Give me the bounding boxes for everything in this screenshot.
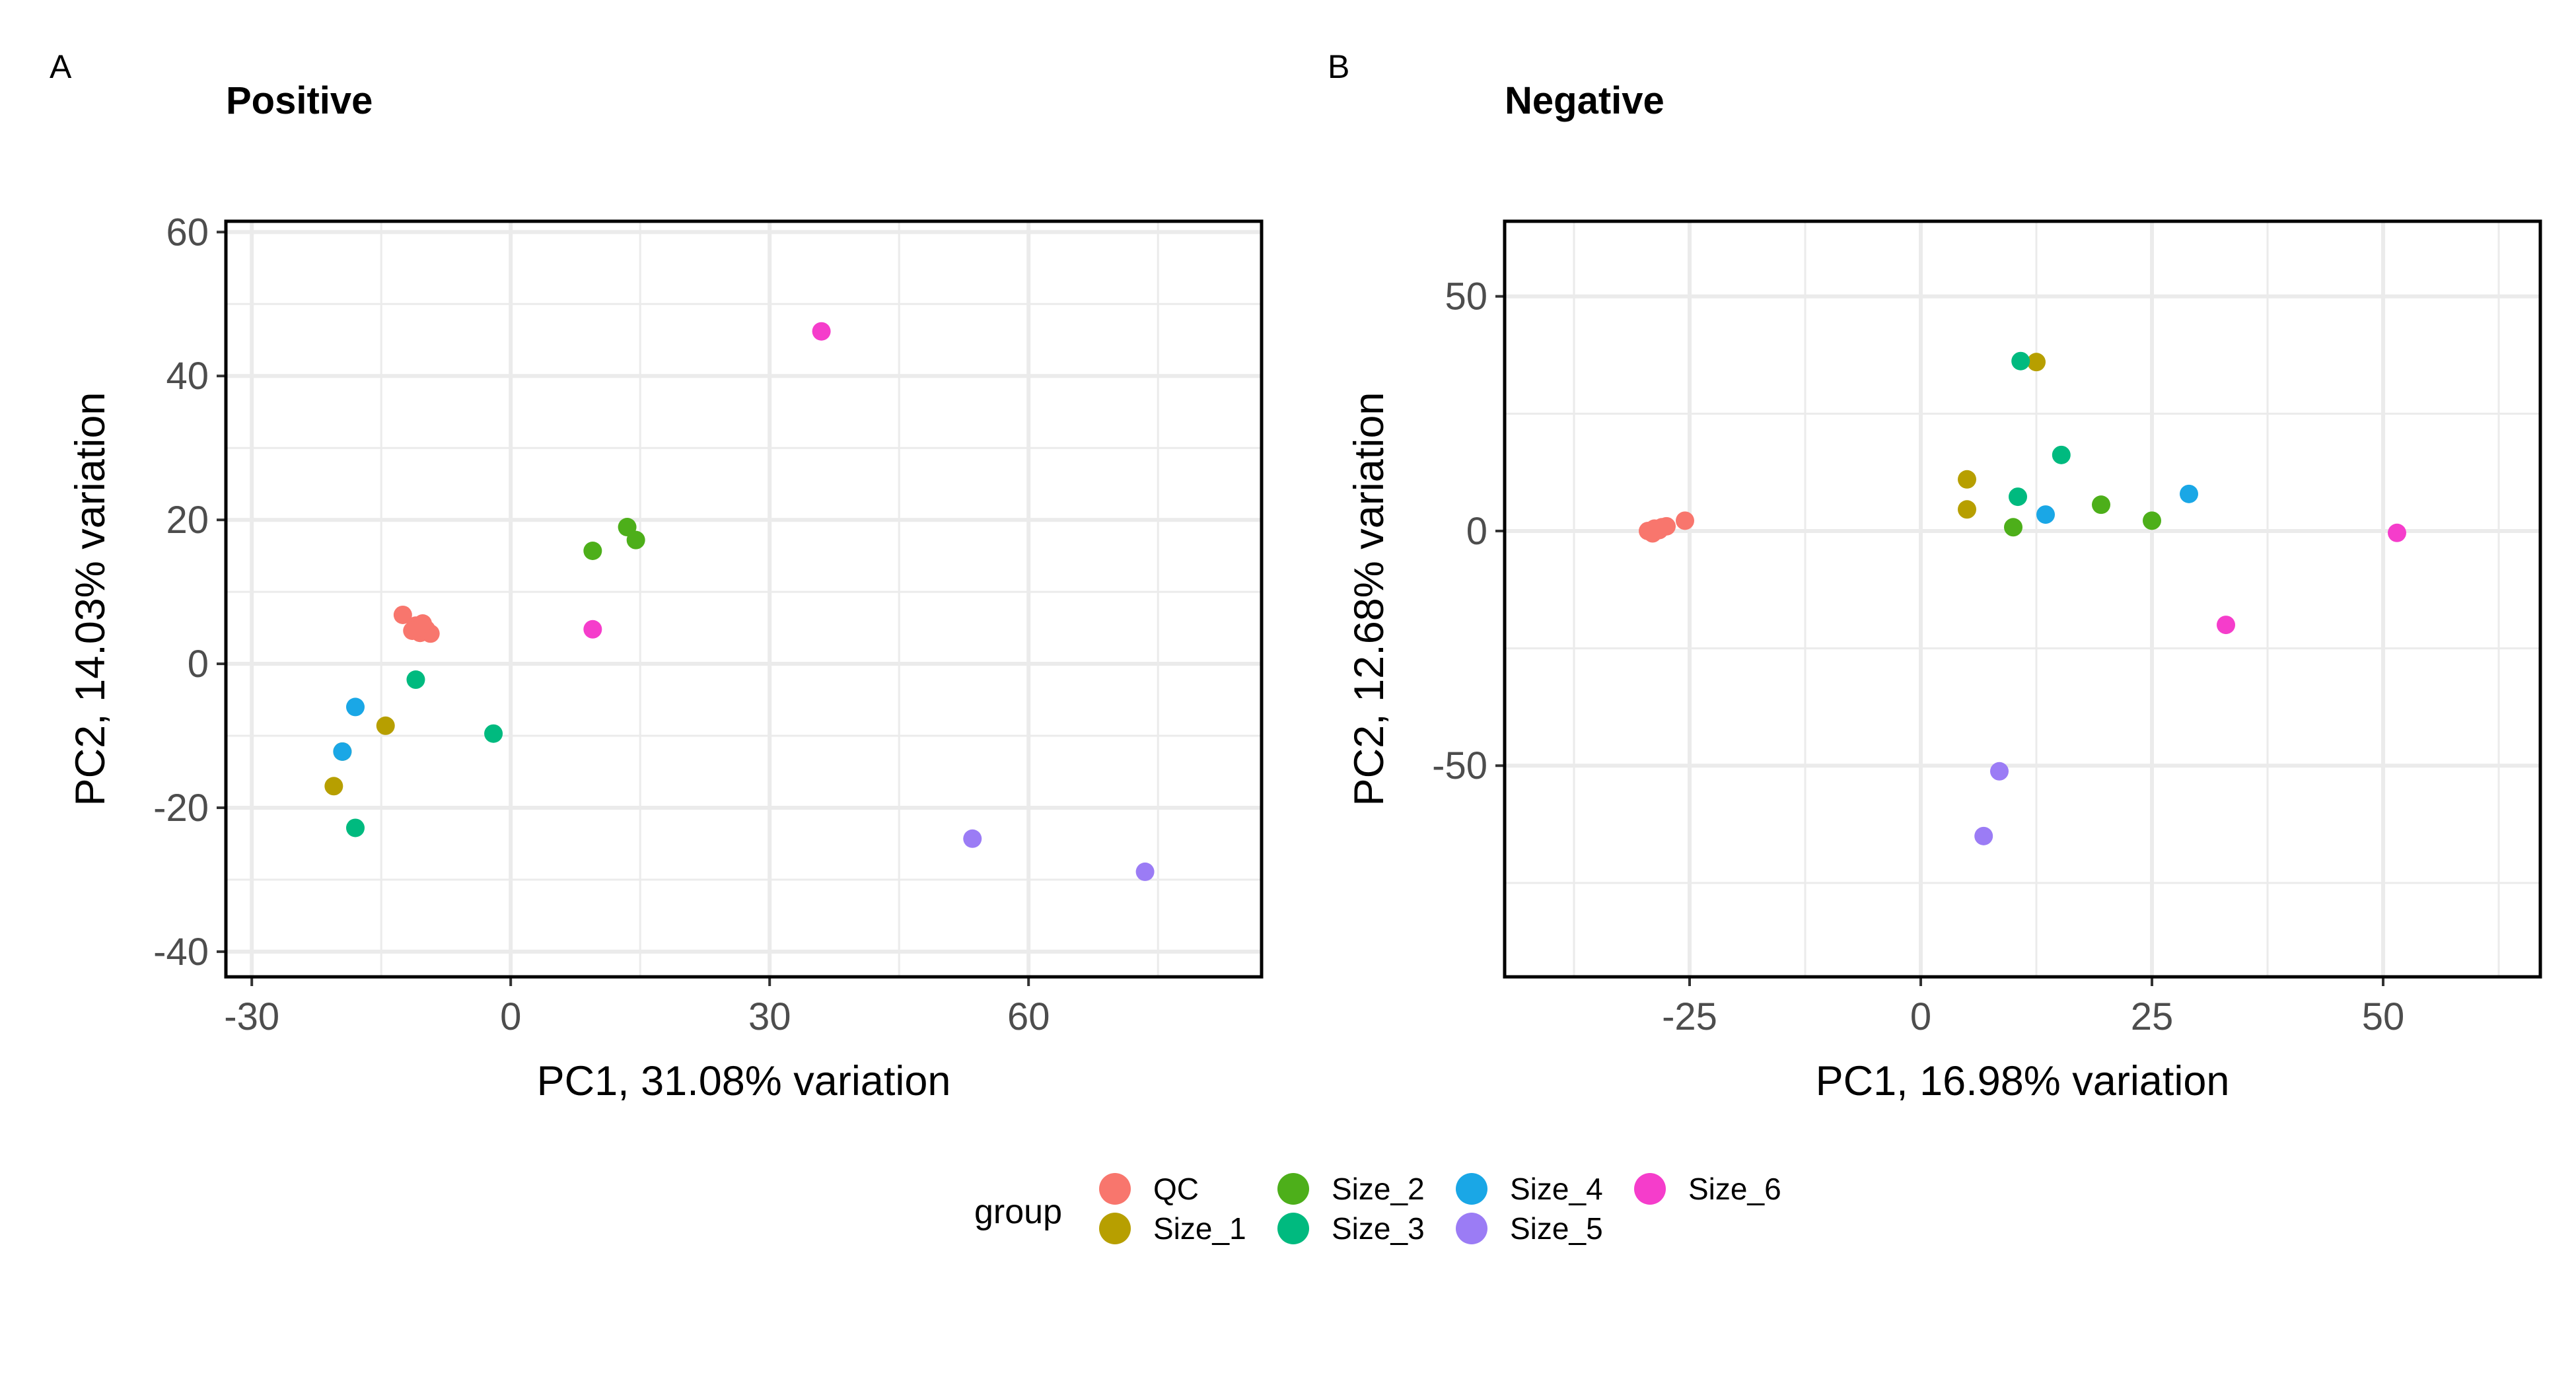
positive-x-tick-label: -30 bbox=[224, 995, 279, 1038]
positive-y-tick-label: 40 bbox=[166, 355, 209, 398]
negative-x-axis-label: PC1, 16.98% variation bbox=[1816, 1058, 2230, 1104]
positive-panel: A Positive -30 0 30 60 -40 -20 0 20 40 60 PC1, 31… bbox=[50, 48, 1264, 1104]
legend-key-size-1 bbox=[1099, 1213, 1131, 1244]
positive-point-size-5 bbox=[1135, 862, 1155, 881]
positive-x-tick-label: 60 bbox=[1007, 995, 1050, 1038]
legend-key-qc bbox=[1099, 1173, 1131, 1205]
positive-points bbox=[324, 322, 1155, 881]
positive-point-size-3 bbox=[346, 818, 365, 837]
positive-point-size-2 bbox=[583, 542, 602, 561]
legend-key-size-3 bbox=[1277, 1213, 1309, 1244]
negative-point-size-6 bbox=[2388, 523, 2406, 542]
positive-point-size-6 bbox=[583, 620, 602, 639]
negative-x-tick-label: 25 bbox=[2131, 995, 2174, 1038]
positive-y-tick-label: 60 bbox=[166, 211, 209, 254]
negative-x-tick-label: 50 bbox=[2362, 995, 2405, 1038]
positive-x-tick-label: 30 bbox=[748, 995, 791, 1038]
positive-point-size-1 bbox=[376, 716, 395, 735]
legend-key-size-4 bbox=[1456, 1173, 1487, 1205]
legend-label-size-2: Size_2 bbox=[1332, 1172, 1425, 1206]
legend-key-size-2 bbox=[1277, 1173, 1309, 1205]
negative-y-tick-label: 50 bbox=[1445, 275, 1487, 318]
negative-plot-frame bbox=[1503, 219, 2542, 979]
positive-point-size-3 bbox=[406, 670, 425, 690]
panel-letter-a: A bbox=[50, 48, 72, 85]
negative-point-size-3 bbox=[2011, 351, 2030, 371]
negative-point-size-4 bbox=[2036, 505, 2055, 524]
negative-point-size-2 bbox=[2092, 495, 2110, 515]
positive-x-tick-label: 0 bbox=[500, 995, 521, 1038]
negative-point-size-2 bbox=[2143, 511, 2161, 530]
legend-label-size-6: Size_6 bbox=[1688, 1172, 1781, 1206]
negative-point-size-5 bbox=[1974, 826, 1993, 845]
positive-point-size-2 bbox=[626, 530, 645, 550]
negative-points bbox=[1639, 351, 2406, 845]
legend-label-size-1: Size_1 bbox=[1153, 1211, 1246, 1246]
positive-point-size-3 bbox=[484, 724, 503, 743]
negative-y-tick-label: 0 bbox=[1466, 510, 1487, 553]
negative-point-size-5 bbox=[1990, 762, 2009, 781]
panel-title-negative: Negative bbox=[1505, 79, 1664, 122]
positive-y-tick-label: 20 bbox=[166, 499, 209, 542]
panel-title-positive: Positive bbox=[226, 79, 373, 122]
positive-point-qc bbox=[393, 605, 412, 624]
positive-y-tick-label: 0 bbox=[188, 643, 209, 686]
negative-point-size-1 bbox=[1958, 500, 1976, 519]
group-legend: group QC Size_1 Size_2 Size_3 Size_4 Size_5 Si… bbox=[974, 1172, 1781, 1246]
negative-point-size-1 bbox=[1958, 470, 1976, 489]
legend-key-size-5 bbox=[1456, 1213, 1487, 1244]
negative-point-qc bbox=[1676, 511, 1694, 530]
legend-label-size-4: Size_4 bbox=[1510, 1172, 1603, 1206]
negative-point-size-1 bbox=[2027, 353, 2046, 372]
negative-point-size-3 bbox=[2052, 445, 2071, 464]
positive-point-size-1 bbox=[324, 777, 343, 796]
legend-label-size-3: Size_3 bbox=[1332, 1211, 1425, 1246]
negative-point-size-6 bbox=[2217, 616, 2235, 635]
positive-y-tick-label: -20 bbox=[153, 787, 209, 830]
positive-point-size-6 bbox=[812, 322, 831, 341]
negative-y-tick-label: -50 bbox=[1432, 744, 1487, 787]
positive-point-size-5 bbox=[963, 829, 982, 848]
negative-x-tick-label: 0 bbox=[1910, 995, 1931, 1038]
positive-point-size-4 bbox=[333, 742, 352, 761]
panel-letter-b: B bbox=[1328, 48, 1349, 85]
negative-point-qc bbox=[1649, 520, 1668, 540]
negative-x-tick-label: -25 bbox=[1662, 995, 1717, 1038]
positive-y-tick-label: -40 bbox=[153, 931, 209, 974]
legend-key-size-6 bbox=[1634, 1173, 1666, 1205]
negative-point-size-4 bbox=[2180, 484, 2198, 503]
negative-ticks: -25 0 25 50 -50 0 50 bbox=[1432, 275, 2404, 1038]
positive-point-size-4 bbox=[346, 697, 365, 717]
negative-panel: B Negative -25 0 25 50 -50 0 50 PC1, 16.98% va… bbox=[1328, 48, 2542, 1104]
positive-y-axis-label: PC2, 14.03% variation bbox=[67, 392, 114, 806]
negative-point-size-3 bbox=[2009, 487, 2027, 507]
positive-plot-frame bbox=[224, 219, 1264, 979]
positive-x-axis-label: PC1, 31.08% variation bbox=[537, 1058, 951, 1104]
positive-ticks: -30 0 30 60 -40 -20 0 20 40 60 bbox=[153, 211, 1050, 1038]
positive-gridlines bbox=[226, 221, 1262, 977]
negative-gridlines bbox=[1505, 221, 2540, 977]
legend-label-qc: QC bbox=[1153, 1172, 1199, 1206]
negative-y-axis-label: PC2, 12.68% variation bbox=[1346, 392, 1392, 806]
negative-point-size-2 bbox=[2004, 518, 2022, 537]
positive-point-qc bbox=[403, 621, 422, 640]
legend-label-size-5: Size_5 bbox=[1510, 1211, 1603, 1246]
legend-title: group bbox=[974, 1193, 1062, 1231]
